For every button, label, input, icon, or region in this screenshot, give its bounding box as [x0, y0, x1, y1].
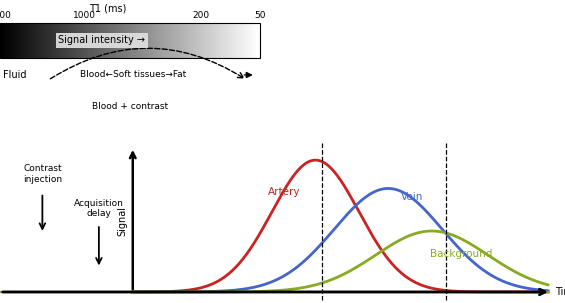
Text: Acquisition
delay: Acquisition delay	[74, 199, 124, 218]
Text: 50: 50	[254, 12, 266, 20]
Text: B: B	[421, 137, 430, 147]
Bar	[0, 23, 260, 58]
Text: Signal intensity →: Signal intensity →	[58, 35, 145, 45]
Text: Fluid: Fluid	[3, 70, 27, 80]
Text: 1000: 1000	[73, 12, 96, 20]
Text: Blood←Soft tissues→Fat: Blood←Soft tissues→Fat	[80, 71, 186, 79]
Text: A: A	[288, 137, 296, 147]
Text: 2000: 2000	[0, 12, 11, 20]
Text: T1 (ms): T1 (ms)	[89, 3, 126, 13]
Text: Background: Background	[430, 249, 492, 259]
Text: Time: Time	[555, 287, 565, 297]
Text: Contrast
injection: Contrast injection	[23, 164, 62, 184]
Text: Vein: Vein	[401, 192, 423, 202]
Text: Blood + contrast: Blood + contrast	[92, 102, 168, 111]
Text: Artery: Artery	[268, 187, 301, 197]
Text: Signal: Signal	[118, 206, 128, 236]
Text: 200: 200	[192, 12, 209, 20]
